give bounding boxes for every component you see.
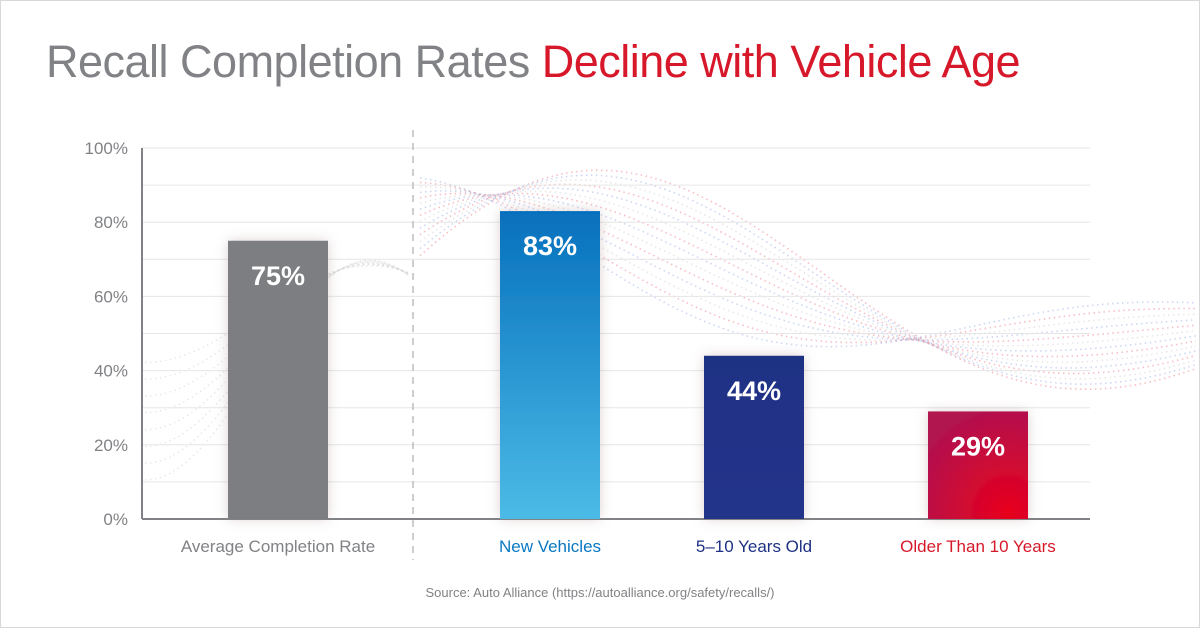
wave-line-gray — [144, 260, 410, 448]
source-note: Source: Auto Alliance (https://autoallia… — [425, 585, 775, 600]
bar-2 — [704, 355, 804, 519]
category-label: Older Than 10 Years — [900, 537, 1056, 556]
wave-line-gray — [144, 264, 410, 380]
wave-line-gray — [144, 264, 410, 364]
wave-line — [419, 190, 1197, 364]
y-tick-label: 100% — [85, 139, 128, 158]
y-tick-label: 60% — [94, 287, 128, 306]
category-label: Average Completion Rate — [181, 537, 375, 556]
wave-line — [419, 192, 1197, 358]
title-highlight: Decline with Vehicle Age — [541, 36, 1021, 87]
y-tick-label: 80% — [94, 213, 128, 232]
wave-line — [419, 193, 1197, 352]
y-tick-label: 20% — [94, 436, 128, 455]
bar-3 — [928, 411, 1028, 519]
wave-line — [419, 179, 1197, 380]
wave-line — [419, 187, 1197, 369]
chart-title: Recall Completion Rates Decline with Veh… — [46, 36, 1021, 88]
category-label: 5–10 Years Old — [696, 537, 812, 556]
title-part-1: Recall Completion Rates — [46, 36, 542, 87]
bar-1 — [500, 211, 600, 519]
data-label: 75% — [251, 261, 305, 291]
wave-line-gray — [144, 263, 410, 397]
wave-line-gray — [144, 259, 410, 481]
data-label: 83% — [523, 231, 577, 261]
y-tick-label: 0% — [103, 510, 128, 529]
y-tick-label: 40% — [94, 362, 128, 381]
bar-0 — [228, 240, 328, 519]
wave-line — [419, 189, 1197, 341]
category-label: New Vehicles — [499, 537, 601, 556]
data-label: 29% — [951, 431, 1005, 461]
wave-line — [419, 193, 1197, 347]
wave-line — [419, 169, 1197, 390]
data-label: 44% — [727, 376, 781, 406]
